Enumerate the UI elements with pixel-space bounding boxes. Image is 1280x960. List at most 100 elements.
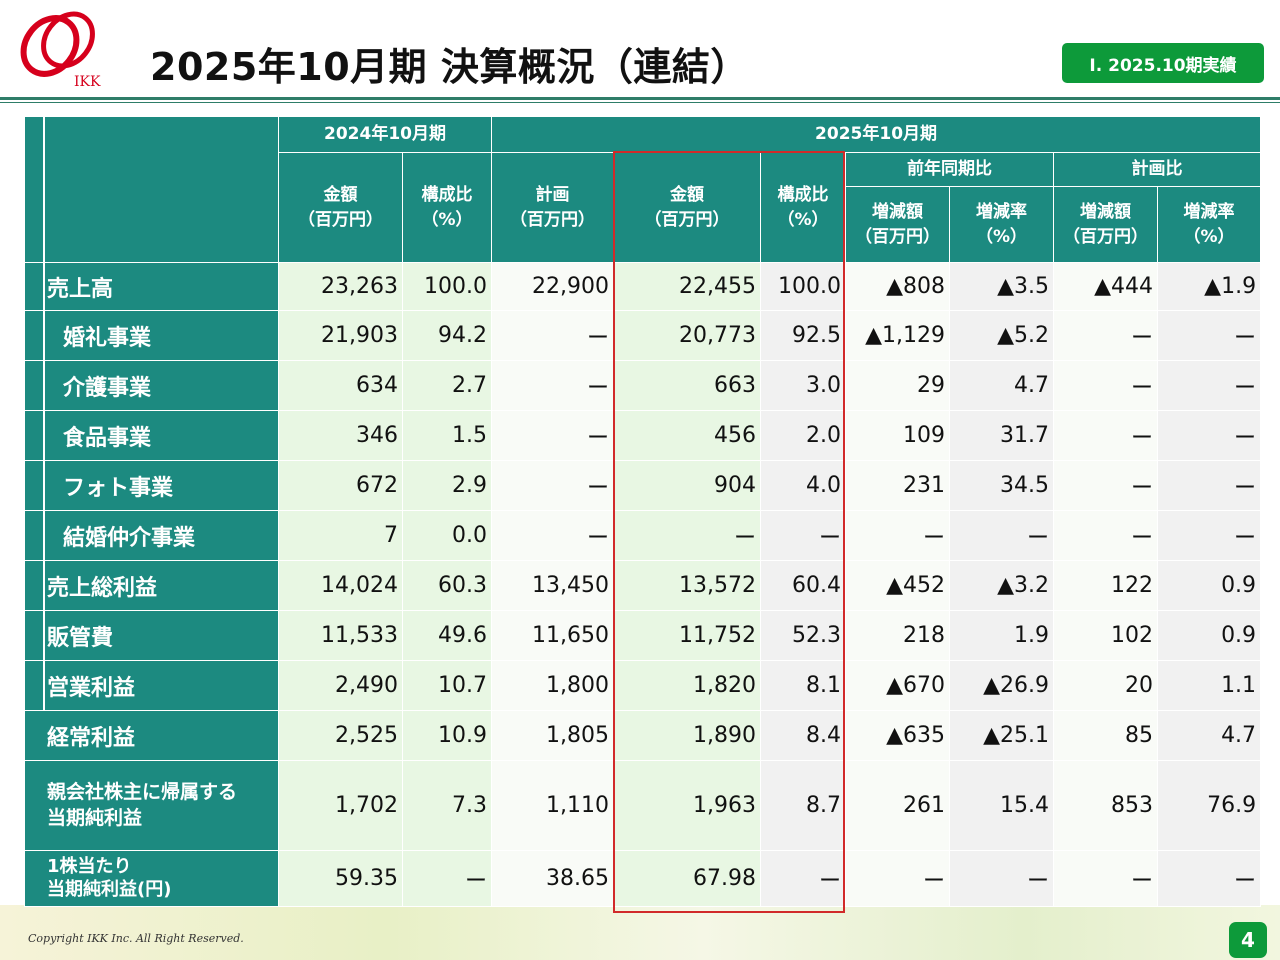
col-prev-amount: 金額 （百万円） — [278, 152, 403, 263]
table-cell: ▲808 — [845, 262, 951, 311]
table-cell: 34.5 — [949, 460, 1055, 511]
table-cell: ー — [491, 510, 615, 561]
table-cell: 20 — [1053, 660, 1159, 711]
table-cell: ー — [1053, 850, 1159, 907]
table-row: 1株当たり 当期純利益(円) 59.35 ー 38.65 67.98 ーーーーー — [24, 850, 1262, 907]
table-cell: ▲25.1 — [949, 710, 1055, 761]
col-yoy-rate: 増減率 （%） — [949, 186, 1055, 263]
table-cell: ▲1,129 — [845, 310, 951, 361]
table-cell: 76.9 — [1157, 760, 1262, 851]
table-row: 結婚仲介事業 7 0.0 ーーーーーーー — [24, 510, 1262, 561]
table-cell: 38.65 — [491, 850, 615, 907]
table-cell: 1,820 — [613, 660, 762, 711]
table-cell: 49.6 — [401, 610, 493, 661]
table-cell: ー — [1053, 310, 1159, 361]
table-cell: 4.7 — [1157, 710, 1262, 761]
table-cell: 92.5 — [760, 310, 847, 361]
table-cell: ー — [1157, 850, 1262, 907]
table-cell: 29 — [845, 360, 951, 411]
table-cell: ▲26.9 — [949, 660, 1055, 711]
row-label: 営業利益 — [24, 660, 279, 711]
table-row: 売上高 23,263 100.0 22,900 22,455 100.0 ▲808 ▲3.5 ▲… — [24, 262, 1262, 311]
table-cell: 22,455 — [613, 262, 762, 311]
table-cell: ▲670 — [845, 660, 951, 711]
table-cell: 60.4 — [760, 560, 847, 611]
row-label: 結婚仲介事業 — [24, 510, 279, 561]
col-plan-amount: 増減額 （百万円） — [1053, 186, 1159, 263]
table-cell: 2,490 — [278, 660, 403, 711]
section-badge: Ⅰ. 2025.10期実績 — [1062, 43, 1264, 83]
table-row: フォト事業 672 2.9 ー 904 4.0 231 34.5 ーー — [24, 460, 1262, 511]
col-prev-ratio: 構成比 （%） — [401, 152, 493, 263]
table-cell: 231 — [845, 460, 951, 511]
ikk-logo: IKK — [20, 11, 101, 90]
table-cell: 14,024 — [278, 560, 403, 611]
table-cell: ー — [1053, 410, 1159, 461]
table-row: 販管費 11,533 49.6 11,650 11,752 52.3 218 1.9 102 0.… — [24, 610, 1262, 661]
table-cell: ー — [1157, 460, 1262, 511]
table-cell: 1,702 — [278, 760, 403, 851]
table-cell: ー — [1157, 360, 1262, 411]
table-cell: 2.7 — [401, 360, 493, 411]
table-row: 食品事業 346 1.5 ー 456 2.0 109 31.7 ーー — [24, 410, 1262, 461]
table-cell: 2.9 — [401, 460, 493, 511]
table-cell: ー — [1157, 410, 1262, 461]
col-plan: 計画 （百万円） — [491, 152, 615, 263]
table-cell: 20,773 — [613, 310, 762, 361]
table-cell: 672 — [278, 460, 403, 511]
group-prev-year: 2024年10月期 — [277, 116, 493, 153]
table-cell: ▲444 — [1053, 262, 1159, 311]
col-plan-rate: 増減率 （%） — [1157, 186, 1262, 263]
table-cell: 1,805 — [491, 710, 615, 761]
table-cell: ▲635 — [845, 710, 951, 761]
table-cell: 1.9 — [949, 610, 1055, 661]
header-rule — [0, 97, 1280, 100]
table-cell: ▲3.5 — [949, 262, 1055, 311]
table-cell: 100.0 — [401, 262, 493, 311]
table-cell: 7 — [278, 510, 403, 561]
table-cell: ー — [401, 850, 493, 907]
table-cell: 1.1 — [1157, 660, 1262, 711]
table-cell: 663 — [613, 360, 762, 411]
table-cell: ー — [1053, 510, 1159, 561]
group-yoy: 前年同期比 — [845, 152, 1055, 187]
table-cell: 13,572 — [613, 560, 762, 611]
table-cell: 10.7 — [401, 660, 493, 711]
copyright: Copyright IKK Inc. All Right Reserved. — [28, 932, 244, 945]
table-cell: 8.7 — [760, 760, 847, 851]
table-cell: 85 — [1053, 710, 1159, 761]
table-cell: 109 — [845, 410, 951, 461]
table-cell: ー — [760, 850, 847, 907]
table-cell: 1,890 — [613, 710, 762, 761]
table-cell: ▲3.2 — [949, 560, 1055, 611]
table-row: 経常利益 2,525 10.9 1,805 1,890 8.4 ▲635 ▲25.1 85 4.7 — [24, 710, 1262, 761]
table-cell: 4.7 — [949, 360, 1055, 411]
row-label: 介護事業 — [24, 360, 279, 411]
table-row: 婚礼事業 21,903 94.2 ー 20,773 92.5 ▲1,129 ▲5.2 ーー — [24, 310, 1262, 361]
row-label: 売上高 — [24, 262, 279, 311]
table-cell: ー — [949, 850, 1055, 907]
table-cell: 1.5 — [401, 410, 493, 461]
table-cell: 102 — [1053, 610, 1159, 661]
table-cell: ー — [491, 460, 615, 511]
table-cell: 346 — [278, 410, 403, 461]
table-cell: 100.0 — [760, 262, 847, 311]
table-row: 親会社株主に帰属する 当期純利益 1,702 7.3 1,110 1,963 8.7 261… — [24, 760, 1262, 851]
row-label: 売上総利益 — [24, 560, 279, 611]
header-rule-thin — [0, 102, 1280, 103]
row-label: 親会社株主に帰属する 当期純利益 — [24, 760, 279, 851]
table-cell: 11,650 — [491, 610, 615, 661]
table-cell: 11,752 — [613, 610, 762, 661]
table-cell: ー — [613, 510, 762, 561]
table-cell: ー — [1157, 510, 1262, 561]
table-row: 介護事業 634 2.7 ー 663 3.0 29 4.7 ーー — [24, 360, 1262, 411]
table-cell: 904 — [613, 460, 762, 511]
row-label: 1株当たり 当期純利益(円) — [24, 850, 279, 907]
table-cell: 634 — [278, 360, 403, 411]
logo-text: IKK — [74, 74, 101, 90]
table-cell: 60.3 — [401, 560, 493, 611]
table-cell: ー — [1053, 360, 1159, 411]
table-cell: 23,263 — [278, 262, 403, 311]
table-cell: ー — [491, 360, 615, 411]
table-cell: 0.9 — [1157, 560, 1262, 611]
